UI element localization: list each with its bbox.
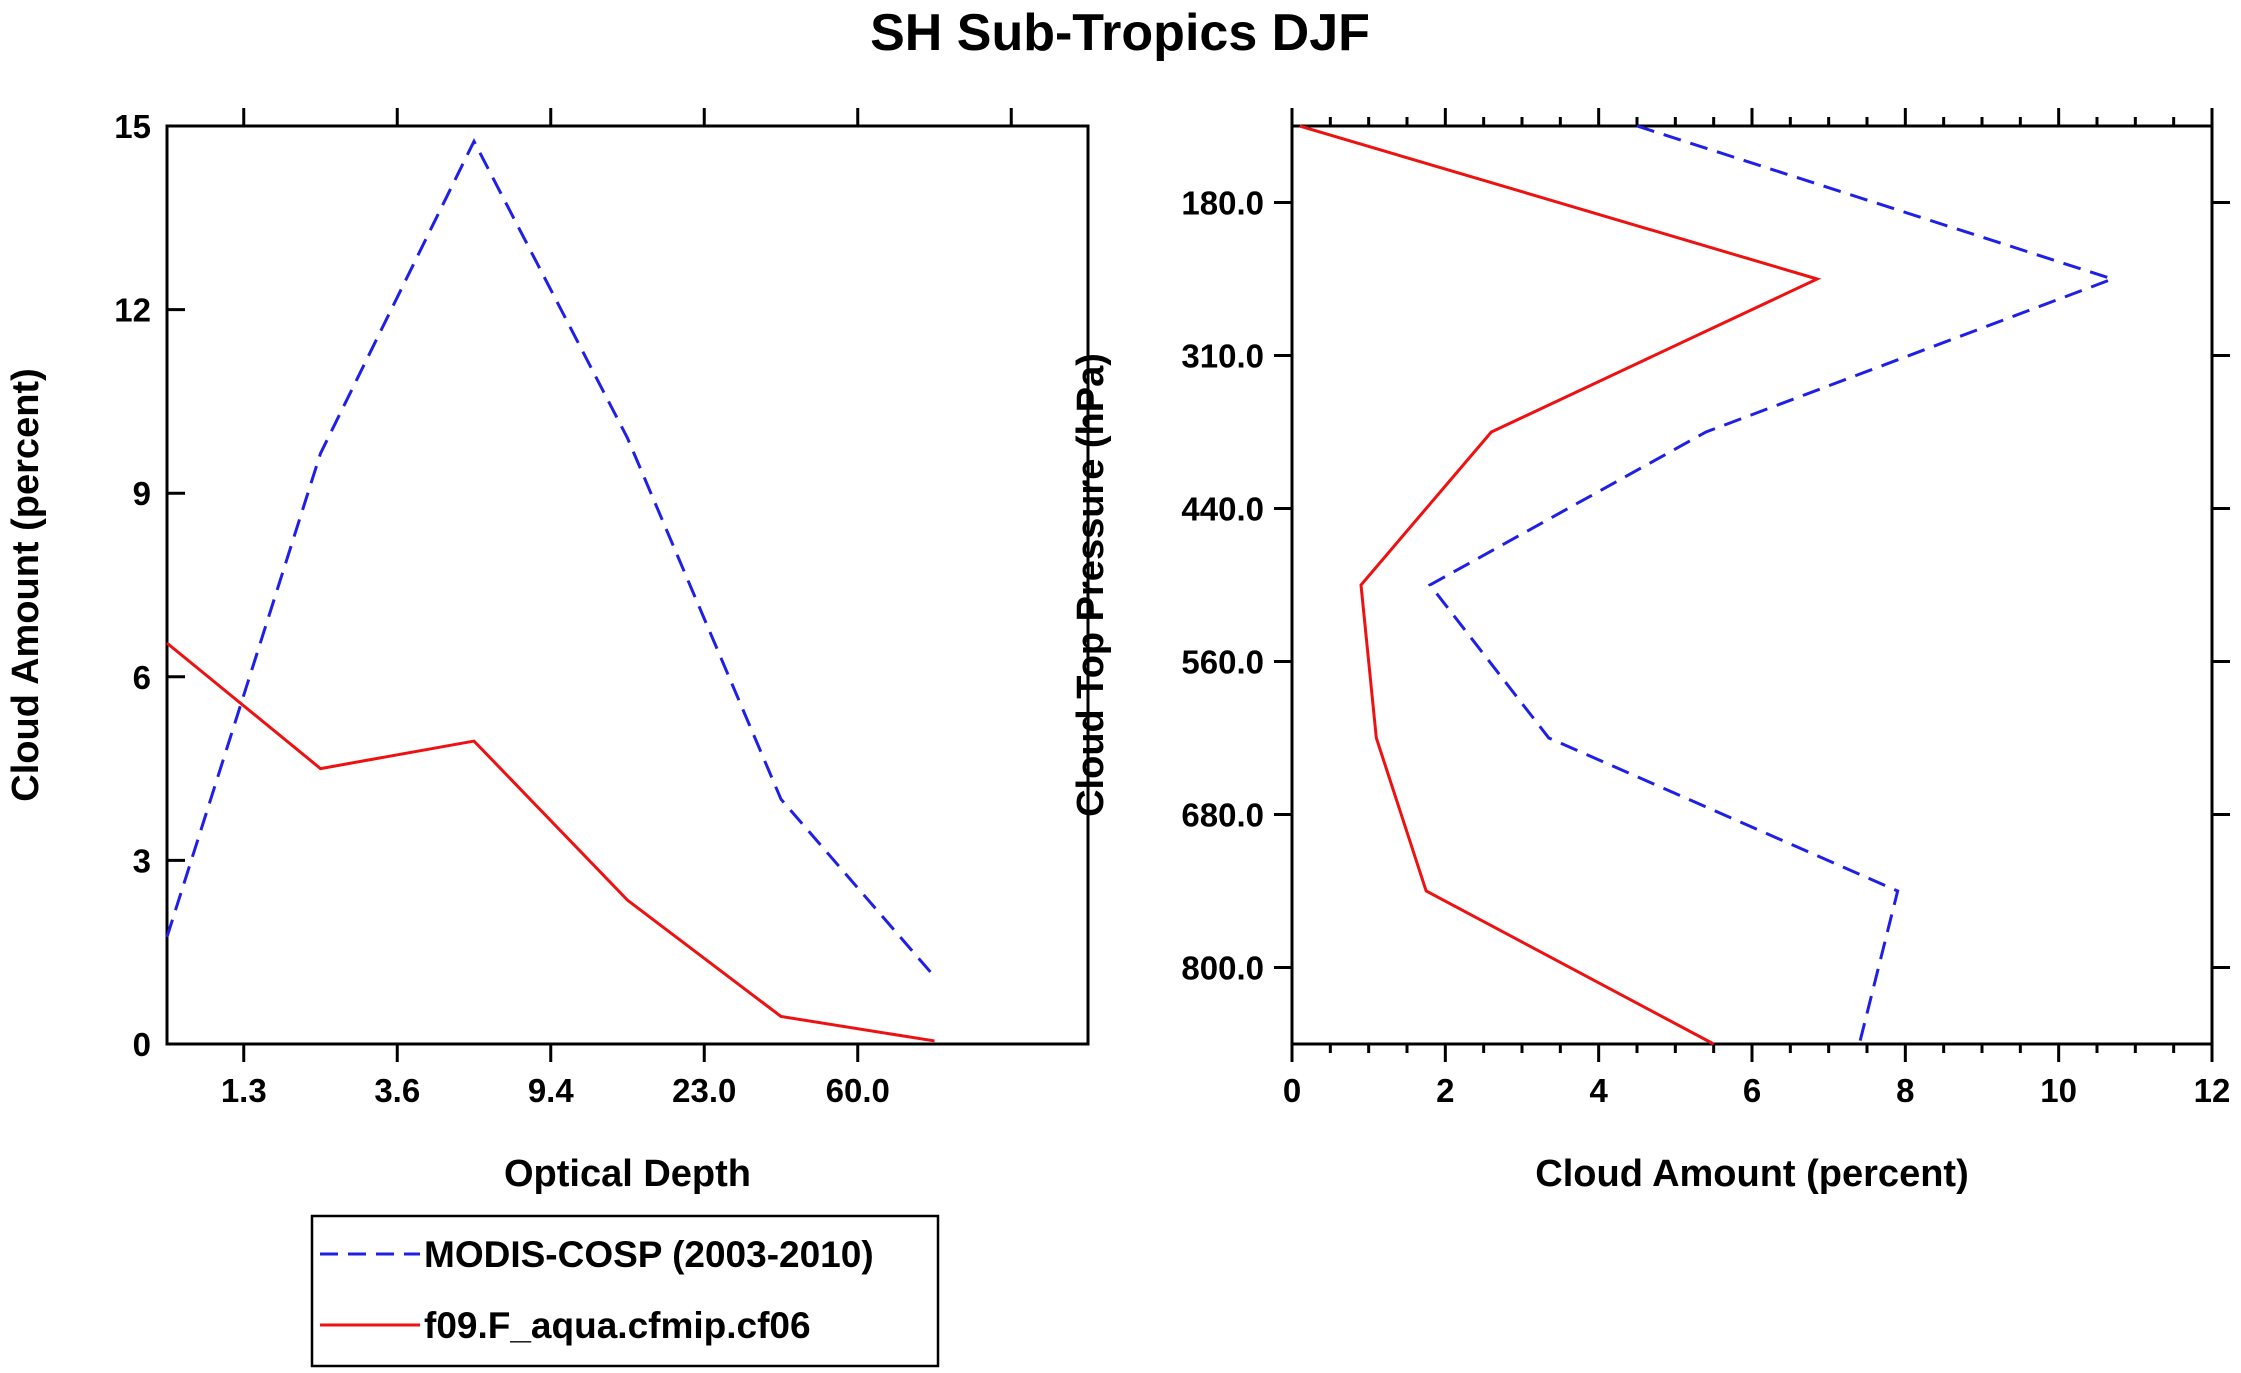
right-y-tick-label: 180.0 bbox=[1181, 185, 1264, 222]
left-y-tick-label: 15 bbox=[114, 108, 151, 145]
left-series-modis-line bbox=[165, 137, 936, 978]
right-x-tick-label: 12 bbox=[2194, 1072, 2231, 1109]
right-x-tick-label: 4 bbox=[1589, 1072, 1608, 1109]
right-y-tick-label: 680.0 bbox=[1181, 797, 1264, 834]
left-x-tick-label: 23.0 bbox=[672, 1072, 736, 1109]
right-series-model-line bbox=[1299, 124, 1822, 1046]
right-panel-pressure-profile: 0 2 4 6 8 10 12 180.0 310.0 440.0 560.0 680.0 800.0 C… bbox=[1070, 108, 2230, 1195]
legend-box bbox=[310, 1214, 940, 1368]
left-y-tick-label: 12 bbox=[114, 292, 151, 329]
right-x-tick-label: 10 bbox=[2040, 1072, 2077, 1109]
legend-label-modis: MODIS-COSP (2003-2010) bbox=[424, 1234, 874, 1275]
left-x-tick-label: 3.6 bbox=[374, 1072, 420, 1109]
right-y-tick-label: 800.0 bbox=[1181, 950, 1264, 987]
right-y-tick-label: 440.0 bbox=[1181, 491, 1264, 528]
right-x-tick-label: 8 bbox=[1896, 1072, 1914, 1109]
chart-title: SH Sub-Tropics DJF bbox=[870, 4, 1370, 62]
legend: MODIS-COSP (2003-2010) f09.F_aqua.cfmip.… bbox=[310, 1214, 940, 1368]
right-y-tick-label: 560.0 bbox=[1181, 644, 1264, 681]
right-x-tick-label: 0 bbox=[1283, 1072, 1301, 1109]
left-x-axis-label: Optical Depth bbox=[504, 1153, 751, 1195]
right-x-tick-label: 6 bbox=[1743, 1072, 1761, 1109]
right-x-axis-label: Cloud Amount (percent) bbox=[1535, 1153, 1968, 1195]
left-series-model-line bbox=[166, 641, 935, 1043]
left-y-tick-label: 6 bbox=[133, 659, 151, 696]
right-y-tick-label: 310.0 bbox=[1181, 338, 1264, 375]
left-y-axis-label: Cloud Amount (percent) bbox=[5, 368, 47, 801]
left-y-tick-label: 3 bbox=[133, 842, 151, 879]
left-panel-optical-depth: 0 3 6 9 12 15 1.3 3.6 9.4 23.0 60.0 Optical Depth Cl… bbox=[5, 108, 1090, 1195]
left-plot-frame bbox=[165, 124, 1090, 1046]
right-x-tick-label: 2 bbox=[1436, 1072, 1454, 1109]
right-series-modis-line bbox=[1427, 124, 2117, 1045]
legend-label-model: f09.F_aqua.cfmip.cf06 bbox=[424, 1305, 811, 1346]
right-y-axis-label: Cloud Top Pressure (hPa) bbox=[1070, 353, 1112, 817]
left-y-tick-label: 9 bbox=[133, 475, 151, 512]
left-x-tick-label: 9.4 bbox=[528, 1072, 575, 1109]
left-x-tick-label: 60.0 bbox=[826, 1072, 890, 1109]
left-x-tick-label: 1.3 bbox=[221, 1072, 267, 1109]
left-y-tick-label: 0 bbox=[133, 1026, 151, 1063]
